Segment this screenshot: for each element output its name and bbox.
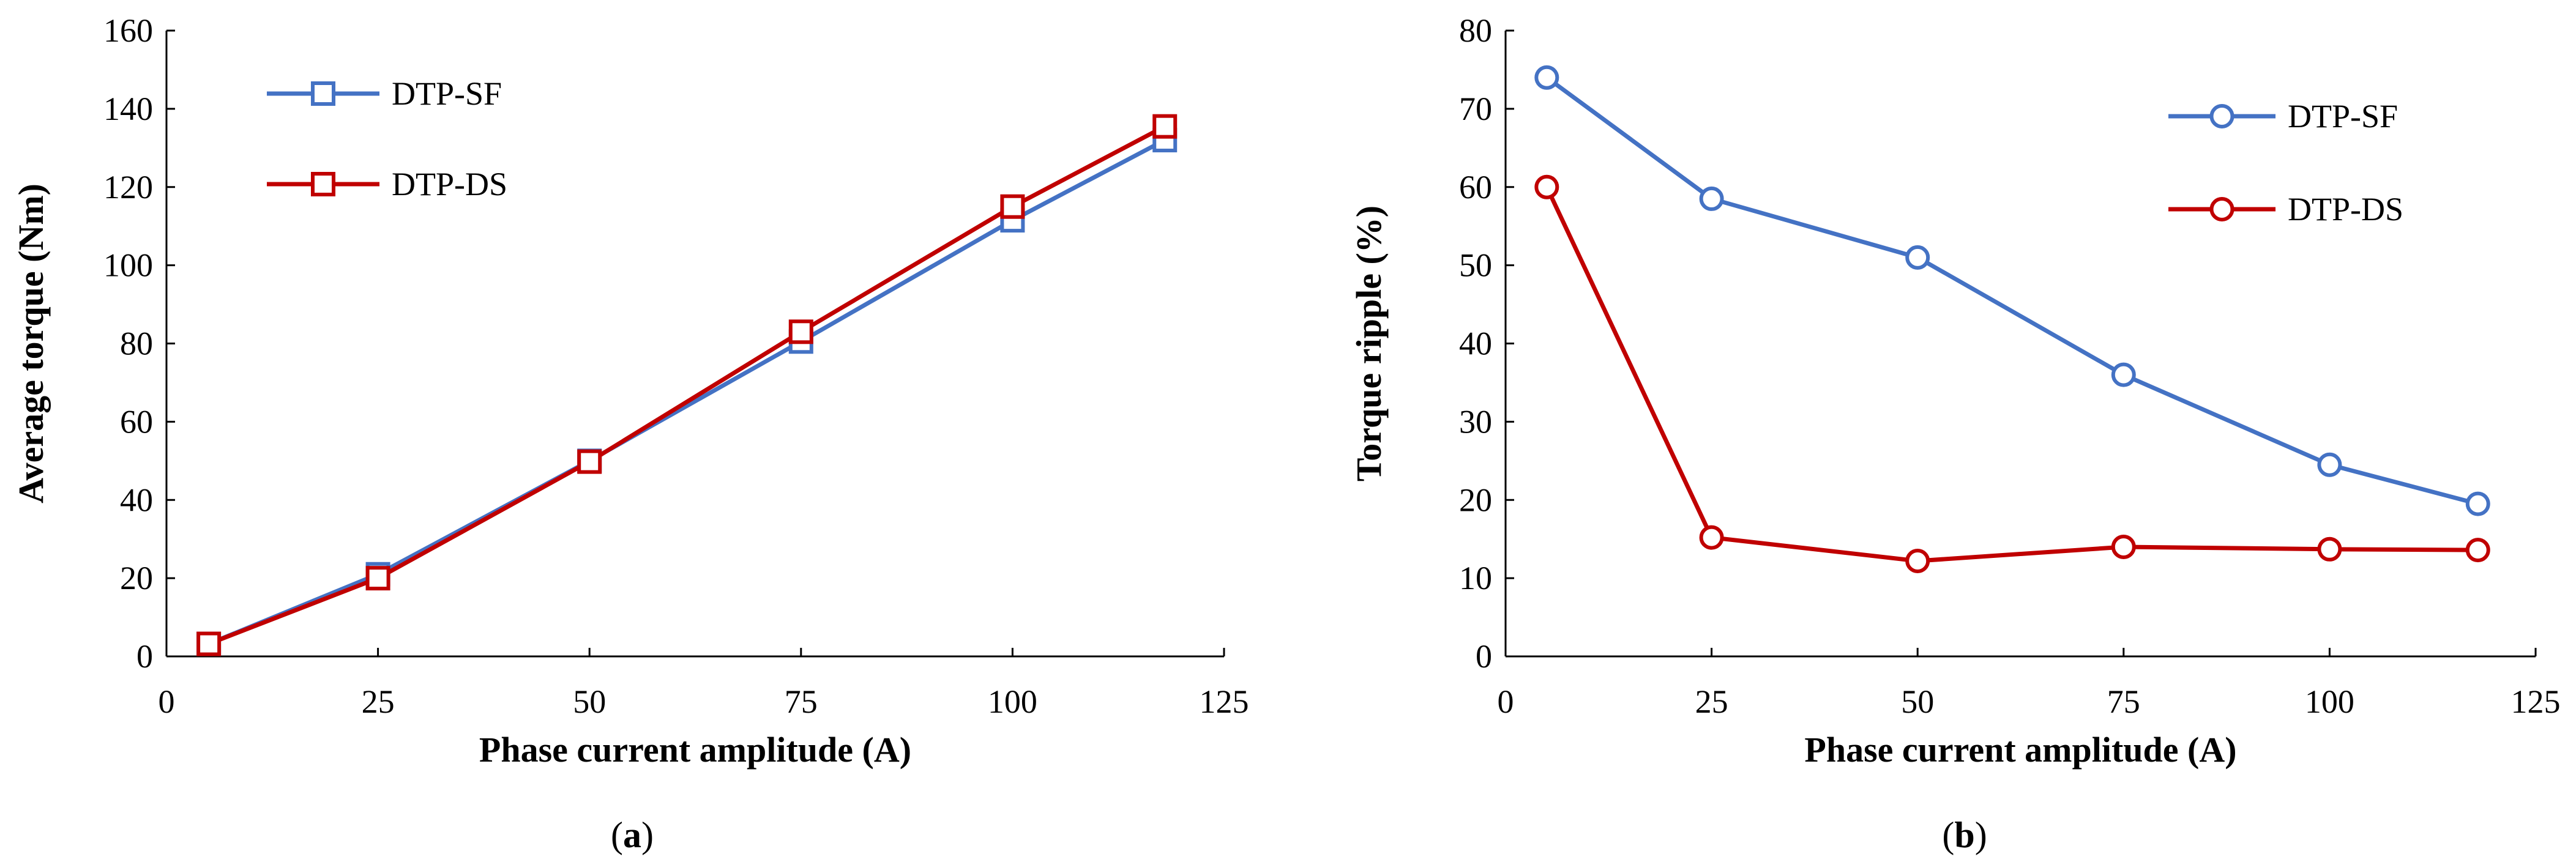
x-axis-title: Phase current amplitude (A) xyxy=(479,730,911,770)
y-tick-label: 80 xyxy=(120,325,153,362)
y-tick-label: 20 xyxy=(120,560,153,596)
y-axis-title: Torque ripple (%) xyxy=(1349,206,1389,481)
y-tick-label: 140 xyxy=(103,91,153,127)
legend-label: DTP-DS xyxy=(392,166,507,202)
series-line xyxy=(207,138,1166,646)
data-point xyxy=(1152,114,1178,139)
y-tick-label: 50 xyxy=(1459,247,1492,284)
y-axis-title: Average torque (Nm) xyxy=(11,184,51,503)
data-point xyxy=(1905,245,1930,270)
x-tick-label: 0 xyxy=(159,683,175,720)
data-point xyxy=(2465,491,2490,516)
x-tick-label: 100 xyxy=(2305,683,2354,720)
x-tick-label: 50 xyxy=(1901,683,1934,720)
legend-entry-dtp-ds: DTP-DS xyxy=(2168,191,2403,228)
data-point xyxy=(2465,538,2490,563)
legend-entry-dtp-sf: DTP-SF xyxy=(267,75,502,112)
legend-label: DTP-SF xyxy=(392,75,502,112)
series-line xyxy=(207,124,1166,646)
panel-caption: (b) xyxy=(1942,815,1987,855)
y-tick-label: 40 xyxy=(1459,325,1492,362)
data-point xyxy=(788,319,813,344)
series-dtp-sf xyxy=(1534,65,2490,516)
data-point xyxy=(1699,525,1724,550)
data-point xyxy=(1534,65,1559,90)
legend-marker xyxy=(2209,197,2234,221)
data-point xyxy=(577,449,602,474)
y-tick-label: 30 xyxy=(1459,403,1492,440)
series-dtp-ds xyxy=(1534,174,2490,573)
data-point xyxy=(1699,186,1724,211)
caption-paren-open: ( xyxy=(1942,815,1954,855)
x-axis-title: Phase current amplitude (A) xyxy=(1804,730,2236,770)
chart-panel-b: 0 10 20 30 40 50 60 70 80 0 25 50 75 100 125 Phase curr… xyxy=(1349,12,2561,855)
x-tick-label: 100 xyxy=(988,683,1037,720)
data-point xyxy=(196,631,222,656)
series-line xyxy=(1545,75,2479,507)
y-tick-label: 60 xyxy=(120,403,153,440)
data-point xyxy=(1534,174,1559,199)
caption-paren-open: ( xyxy=(611,815,623,855)
x-tick-label: 25 xyxy=(1695,683,1728,720)
panel-caption: (a) xyxy=(611,815,654,855)
y-tick-label: 40 xyxy=(120,481,153,518)
x-tick-label: 75 xyxy=(2107,683,2140,720)
caption-letter: b xyxy=(1954,815,1974,855)
x-tick-label: 0 xyxy=(1498,683,1514,720)
y-tick-label: 100 xyxy=(103,247,153,284)
x-tick-label: 75 xyxy=(785,683,818,720)
x-tick-label: 125 xyxy=(2511,683,2561,720)
data-point xyxy=(2111,534,2136,559)
legend-label: DTP-SF xyxy=(2288,98,2398,135)
chart-panel-a: 0 20 40 60 80 100 120 140 160 0 25 50 75 100 125 Phase … xyxy=(11,12,1249,855)
y-tick-label: 10 xyxy=(1459,560,1492,596)
caption-letter: a xyxy=(623,815,641,855)
legend-entry-dtp-ds: DTP-DS xyxy=(267,166,507,202)
x-tick-label: 50 xyxy=(573,683,606,720)
y-tick-label: 70 xyxy=(1459,91,1492,127)
data-point xyxy=(2317,452,2342,477)
x-tick-label: 125 xyxy=(1200,683,1249,720)
data-point xyxy=(2317,536,2342,562)
caption-paren-close: ) xyxy=(641,815,654,855)
series-dtp-ds xyxy=(196,114,1178,656)
y-tick-label: 80 xyxy=(1459,12,1492,49)
series-dtp-sf xyxy=(196,128,1178,656)
data-point xyxy=(365,566,390,591)
data-point xyxy=(1905,548,1930,573)
y-tick-label: 60 xyxy=(1459,169,1492,206)
legend-marker xyxy=(2209,104,2234,128)
data-point xyxy=(2111,362,2136,387)
series-line xyxy=(1545,186,2478,563)
legend-label: DTP-DS xyxy=(2288,191,2403,228)
y-tick-label: 0 xyxy=(1476,638,1492,675)
legend-marker xyxy=(311,172,335,196)
legend-entry-dtp-sf: DTP-SF xyxy=(2168,98,2398,135)
y-tick-label: 160 xyxy=(103,12,153,49)
caption-paren-close: ) xyxy=(1975,815,1987,855)
legend-marker xyxy=(311,81,335,106)
y-tick-label: 20 xyxy=(1459,481,1492,518)
y-tick-label: 0 xyxy=(136,638,153,675)
data-point xyxy=(1000,194,1025,219)
x-tick-label: 25 xyxy=(362,683,395,720)
y-tick-label: 120 xyxy=(103,169,153,206)
